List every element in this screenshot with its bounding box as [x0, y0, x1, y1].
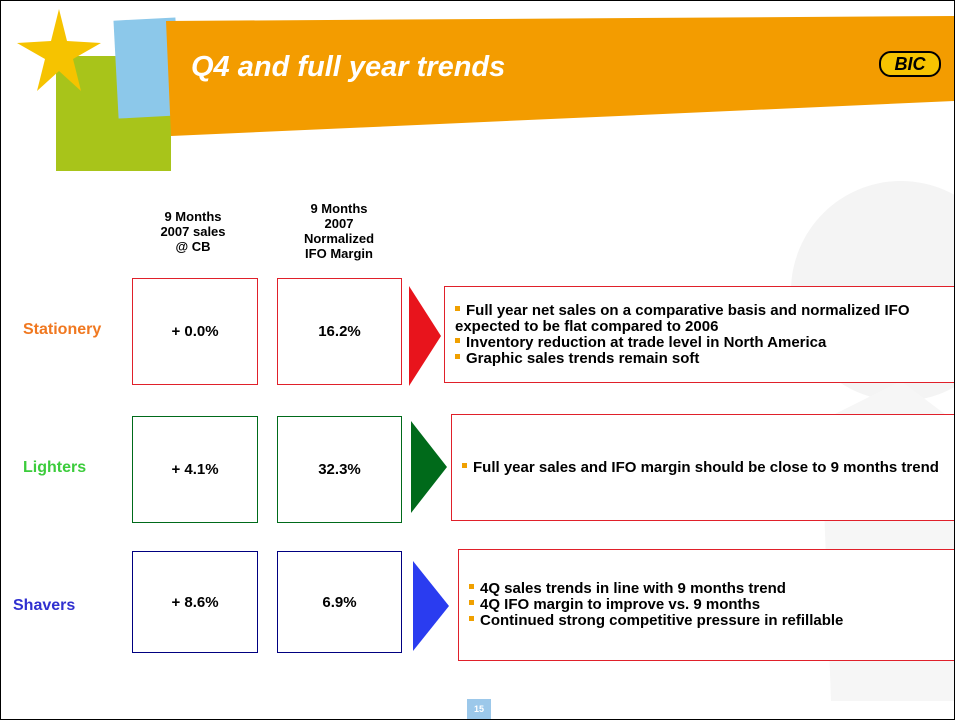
comment-box: 4Q sales trends in line with 9 months tr… [458, 549, 954, 661]
sales-cell: + 0.0% [132, 278, 258, 385]
row-label: Stationery [23, 321, 102, 338]
row-label: Shavers [13, 597, 76, 614]
comment-box: Full year sales and IFO margin should be… [451, 414, 954, 521]
bullet: Continued strong competitive pressure in… [469, 613, 945, 629]
bullet: Graphic sales trends remain soft [455, 350, 945, 367]
column-header: 9 Months 2007 sales @ CB [160, 209, 226, 254]
margin-cell: 32.3% [277, 416, 402, 523]
margin-cell: 16.2% [277, 278, 402, 385]
bullet: 4Q sales trends in line with 9 months tr… [469, 581, 945, 597]
comment-box: Full year net sales on a comparative bas… [444, 286, 954, 383]
margin-cell: 6.9% [277, 551, 402, 653]
sales-cell: + 8.6% [132, 551, 258, 653]
bullet: Full year sales and IFO margin should be… [462, 459, 945, 476]
row-label: Lighters [23, 459, 87, 476]
logo: BIC [879, 51, 941, 77]
page-number: 15 [473, 704, 484, 714]
bullet: Inventory reduction at trade level in No… [455, 334, 945, 351]
column-header: 9 Months 2007 Normalized IFO Margin [303, 201, 375, 261]
title: Q4 and full year trends [191, 51, 506, 83]
bullet: 4Q IFO margin to improve vs. 9 months [469, 597, 945, 613]
bullet: Full year net sales on a comparative bas… [455, 302, 945, 335]
sales-cell: + 4.1% [132, 416, 258, 523]
